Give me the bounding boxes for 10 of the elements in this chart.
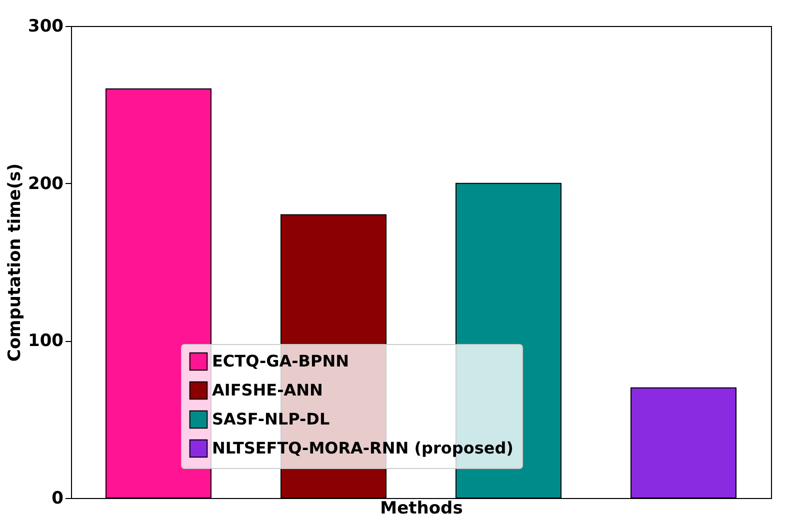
legend-label: SASF-NLP-DL [212, 410, 330, 428]
legend-label: NLTSEFTQ-MORA-RNN (proposed) [212, 438, 514, 458]
y-tick-label: 300 [28, 16, 64, 36]
legend-label: ECTQ-GA-BPNN [212, 352, 349, 370]
y-tick-label: 100 [28, 331, 64, 352]
y-axis-title: Computation time(s) [5, 163, 26, 362]
legend-label: AIFSHE-ANN [212, 380, 323, 400]
y-tick-label: 0 [52, 488, 64, 508]
y-tick-label: 200 [28, 174, 64, 194]
x-axis-title: Methods [380, 498, 463, 515]
